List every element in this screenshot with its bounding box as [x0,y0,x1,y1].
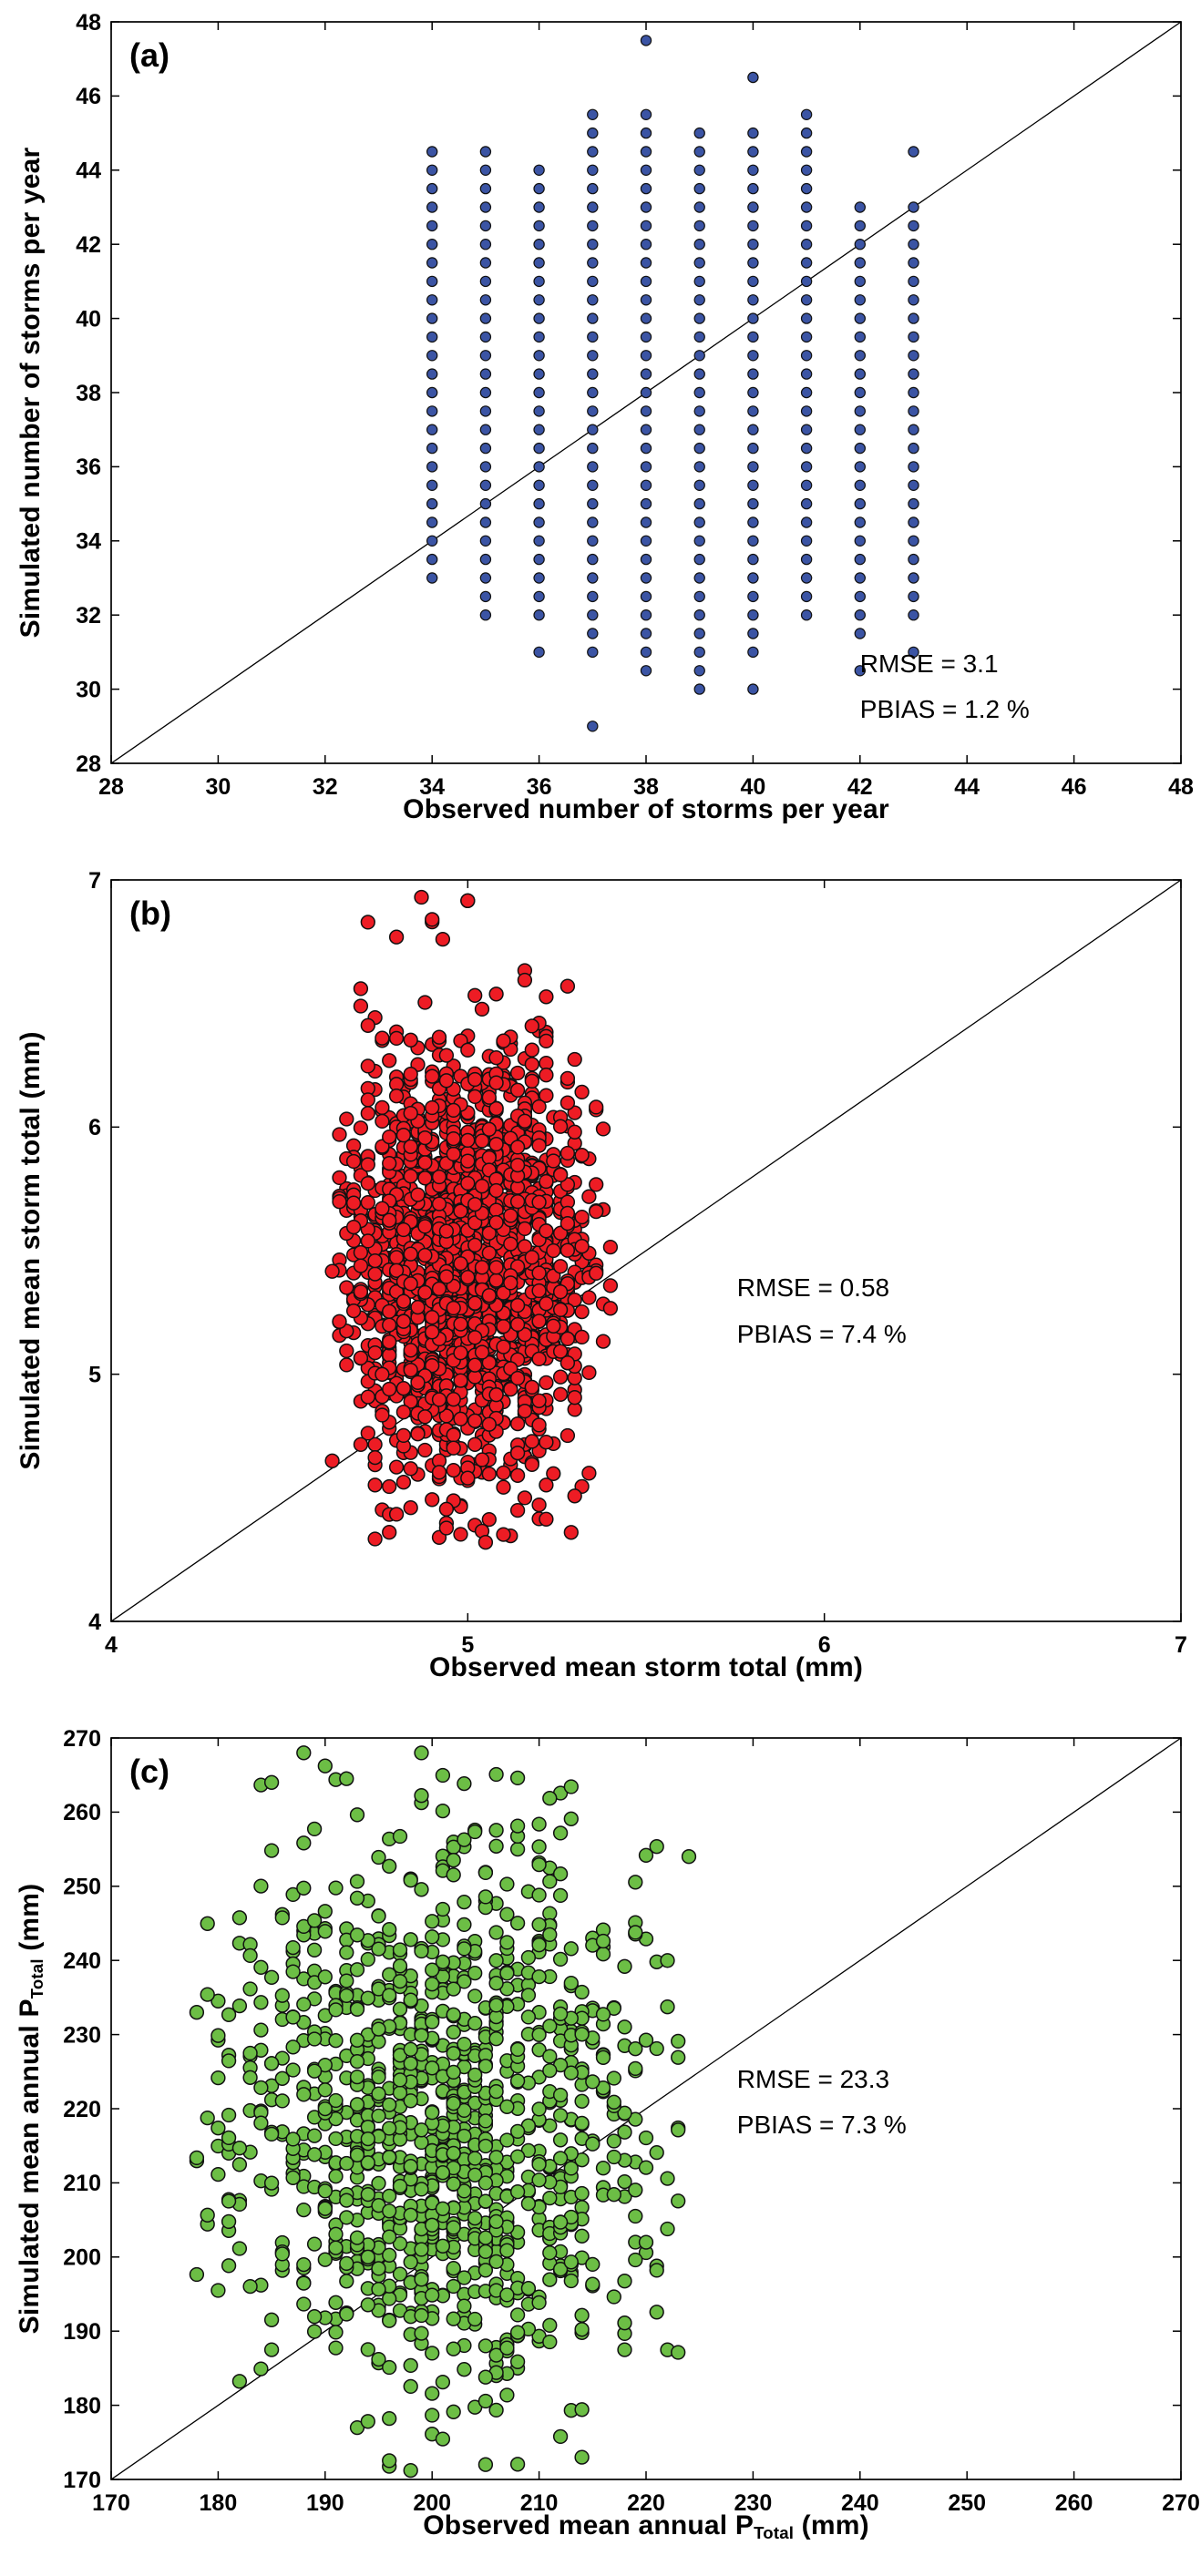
svg-text:200: 200 [413,2490,451,2516]
panel-b-canvas: 4 5 6 7 4 5 6 7 [88,868,1187,1658]
svg-text:36: 36 [76,455,101,480]
svg-text:46: 46 [76,84,101,109]
panel-a-ylabel: Simulated number of storms per year [15,147,46,639]
svg-text:220: 220 [63,2097,101,2122]
panel-a-rmse: RMSE = 3.1 [859,649,999,678]
svg-text:5: 5 [88,1362,101,1387]
svg-text:30: 30 [205,774,231,800]
svg-text:42: 42 [847,774,873,800]
svg-text:210: 210 [520,2490,559,2516]
svg-text:210: 210 [63,2171,101,2196]
panel-a-annotation: RMSE = 3.1 PBIAS = 1.2 % [860,641,1030,733]
svg-text:270: 270 [1162,2490,1200,2516]
panel-c-xlabel: Observed mean annual PTotal (mm) [423,2510,869,2543]
svg-text:190: 190 [306,2490,344,2516]
panel-c-annotation: RMSE = 23.3 PBIAS = 7.3 % [737,2057,907,2149]
svg-text:220: 220 [627,2490,665,2516]
panel-c-rmse: RMSE = 23.3 [736,2065,890,2094]
svg-text:250: 250 [948,2490,986,2516]
panel-b-ylabel: Simulated mean storm total (mm) [15,1031,46,1470]
ylabel-subscript: Total [27,1958,47,1999]
svg-text:36: 36 [527,774,552,800]
panel-b-xlabel: Observed mean storm total (mm) [428,1652,864,1682]
svg-text:170: 170 [92,2490,130,2516]
svg-text:38: 38 [633,774,659,800]
svg-text:30: 30 [76,677,101,702]
svg-text:230: 230 [63,2022,101,2048]
panel-b: 4 5 6 7 4 5 6 7 (b) RMSE = 0.58 PBIAS = 7.4 % O… [0,858,1201,1716]
svg-text:34: 34 [76,529,101,555]
svg-text:5: 5 [461,1632,474,1658]
tick-labels: 170 180 190 200 210 220 230 240 250 260 270 170 180 1… [63,1726,1200,2516]
svg-text:180: 180 [63,2393,101,2418]
panel-b-letter: (b) [129,894,171,932]
panel-c-letter: (c) [129,1753,169,1790]
tick-labels: 4 5 6 7 4 5 6 7 [88,868,1187,1658]
panel-a-xlabel: Observed number of storms per year [403,794,889,824]
scatter-points [426,35,919,732]
svg-text:34: 34 [419,774,445,800]
svg-text:4: 4 [105,1632,118,1658]
svg-text:48: 48 [1168,774,1194,800]
panel-c-pbias: PBIAS = 7.3 % [736,2111,907,2140]
svg-text:190: 190 [63,2319,101,2345]
svg-text:42: 42 [76,232,101,258]
svg-text:6: 6 [88,1115,101,1140]
svg-text:230: 230 [734,2490,773,2516]
svg-text:7: 7 [1175,1632,1187,1658]
panel-a: 28 30 32 34 36 38 40 42 44 46 48 28 30 32 34 36 38 40 42 44… [0,0,1201,858]
svg-text:240: 240 [63,1948,101,1974]
svg-text:44: 44 [954,774,980,800]
svg-text:250: 250 [63,1875,101,1900]
panel-c-ylabel: Simulated mean annual PTotal (mm) [14,1883,47,2335]
svg-text:260: 260 [1055,2490,1093,2516]
panel-b-annotation: RMSE = 0.58 PBIAS = 7.4 % [737,1265,907,1357]
panel-c-canvas: 170 180 190 200 210 220 230 240 250 260 270 170 180 1… [63,1726,1200,2516]
tick-labels: 28 30 32 34 36 38 40 42 44 46 48 28 30 32 34 36 38 40 42 44… [76,10,1194,800]
panel-b-pbias: PBIAS = 7.4 % [736,1319,907,1348]
svg-text:240: 240 [841,2490,879,2516]
svg-text:44: 44 [76,158,101,184]
svg-text:270: 270 [63,1726,101,1752]
axis-ticks [110,1737,1182,2480]
svg-text:6: 6 [818,1632,831,1658]
axis-ticks [110,21,1182,764]
svg-text:7: 7 [88,868,101,894]
scatter-points [324,889,619,1550]
svg-text:28: 28 [76,751,101,777]
panel-a-canvas: 28 30 32 34 36 38 40 42 44 46 48 28 30 32 34 36 38 40 42 44… [76,10,1194,800]
scatter-points [189,1745,697,2479]
svg-text:40: 40 [76,306,101,332]
panel-c: 170 180 190 200 210 220 230 240 250 260 270 170 180 1… [0,1716,1201,2576]
svg-text:32: 32 [313,774,338,800]
svg-text:38: 38 [76,381,101,406]
svg-text:40: 40 [740,774,765,800]
svg-text:260: 260 [63,1800,101,1825]
svg-text:32: 32 [76,603,101,629]
svg-text:180: 180 [200,2490,238,2516]
svg-text:4: 4 [88,1610,101,1635]
panel-a-letter: (a) [129,36,169,74]
panel-b-rmse: RMSE = 0.58 [736,1273,890,1303]
xlabel-subscript: Total [754,2523,795,2543]
panel-a-pbias: PBIAS = 1.2 % [859,695,1030,724]
axis-ticks [110,879,1182,1622]
svg-text:28: 28 [98,774,124,800]
svg-text:46: 46 [1062,774,1087,800]
svg-text:170: 170 [63,2468,101,2493]
svg-text:200: 200 [63,2245,101,2271]
svg-text:48: 48 [76,10,101,36]
